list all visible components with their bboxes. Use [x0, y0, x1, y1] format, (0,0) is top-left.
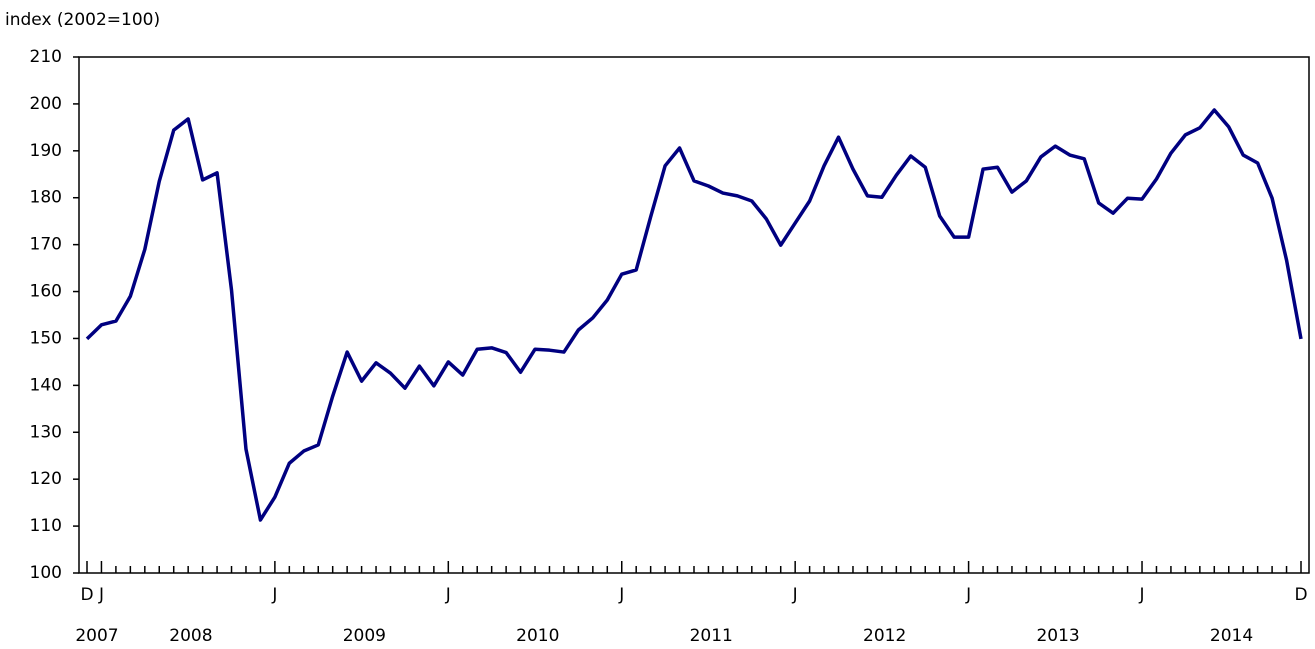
- year-label: 2012: [863, 626, 906, 646]
- y-tick-label: 190: [30, 141, 62, 161]
- x-tick-label: J: [792, 585, 798, 605]
- y-tick-label: 150: [30, 328, 62, 348]
- x-tick-label: J: [271, 585, 277, 605]
- x-tick-label: J: [965, 585, 971, 605]
- y-tick-label: 120: [30, 469, 62, 489]
- x-tick-label: J: [618, 585, 624, 605]
- y-tick-label: 210: [30, 47, 62, 67]
- year-label: 2007: [75, 626, 118, 646]
- y-tick-label: 160: [30, 282, 62, 302]
- year-label: 2014: [1210, 626, 1253, 646]
- year-label: 2008: [169, 626, 212, 646]
- year-label: 2013: [1036, 626, 1079, 646]
- y-tick-label: 180: [30, 188, 62, 208]
- y-tick-label: 200: [30, 94, 62, 114]
- x-tick-label: J: [98, 585, 104, 605]
- y-axis-label: index (2002=100): [5, 10, 160, 30]
- year-label: 2011: [690, 626, 733, 646]
- y-tick-label: 140: [30, 375, 62, 395]
- plot-frame: [78, 56, 1310, 574]
- x-tick-label: J: [445, 585, 451, 605]
- y-tick-label: 100: [30, 563, 62, 583]
- year-label: 2009: [343, 626, 386, 646]
- year-label: 2010: [516, 626, 559, 646]
- y-tick-label: 170: [30, 235, 62, 255]
- y-tick-label: 130: [30, 422, 62, 442]
- x-tick-label: D: [80, 585, 93, 605]
- y-tick-label: 110: [30, 516, 62, 536]
- data-line: [85, 108, 1303, 522]
- x-tick-label: J: [1139, 585, 1145, 605]
- x-tick-label: D: [1294, 585, 1307, 605]
